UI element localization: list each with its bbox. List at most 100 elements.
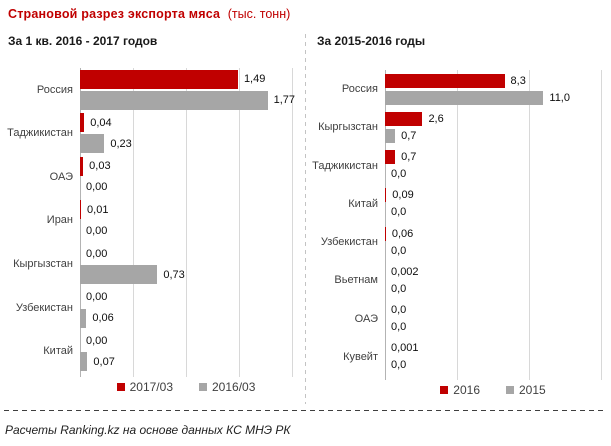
bar-line: 0,73 — [80, 265, 292, 285]
value-label: 0,00 — [86, 291, 108, 304]
bar-2016/03 — [80, 265, 158, 285]
bar-line: 0,00 — [80, 244, 292, 263]
value-label: 0,23 — [110, 137, 132, 150]
bar-line: 0,001 — [385, 341, 601, 355]
bar-group: 0,00 0,73 — [80, 244, 292, 285]
plot-area: Россия 1,49 1,77 Таджикистан 0,04 0,23 ОАЭ 0,03… — [0, 68, 296, 377]
footer-dashed-line — [4, 410, 607, 411]
bar-group: 0,7 0,0 — [385, 150, 601, 181]
bar-2015 — [385, 128, 396, 143]
panel-divider-dashed-line — [305, 34, 306, 404]
category-label: ОАЭ — [354, 312, 378, 325]
bar-2016/03 — [80, 308, 87, 328]
bar-2016 — [385, 150, 396, 165]
category-label: Таджикистан — [312, 159, 378, 172]
value-label: 0,0 — [391, 304, 407, 317]
category-row: Кыргызстан 0,00 0,73 — [0, 242, 292, 286]
bar-line: 0,0 — [385, 244, 601, 258]
category-row: ОАЭ 0,0 0,0 — [305, 300, 601, 338]
category-row: Иран 0,01 0,00 — [0, 199, 292, 243]
bar-group: 0,00 0,06 — [80, 288, 292, 328]
value-label: 0,73 — [163, 268, 185, 281]
bar-line: 0,03 — [80, 156, 292, 176]
bar-line: 2,6 — [385, 111, 601, 126]
bar-line: 0,002 — [385, 264, 601, 279]
gridline — [601, 70, 602, 380]
bar-line: 11,0 — [385, 90, 601, 105]
chart-subtitle-quarterly: За 1 кв. 2016 - 2017 годов — [8, 34, 158, 48]
gridline-layer — [385, 70, 602, 380]
gridline — [457, 70, 458, 380]
bar-group: 0,01 0,00 — [80, 200, 292, 240]
legend: 2016 2015 — [385, 383, 601, 397]
value-label: 0,07 — [93, 355, 115, 368]
category-row: Кыргызстан 2,6 0,7 — [305, 108, 601, 146]
category-label: Узбекистан — [15, 301, 73, 314]
value-label: 0,00 — [86, 334, 108, 347]
legend-swatch-2016/03 — [199, 383, 207, 391]
bar-line: 0,0 — [385, 167, 601, 181]
value-label: 0,0 — [391, 168, 407, 181]
bar-line: 0,09 — [385, 188, 601, 203]
value-label: 0,0 — [391, 206, 407, 219]
charts-container: За 1 кв. 2016 - 2017 годов Россия 1,49 1,7… — [0, 34, 611, 406]
bar-line: 0,23 — [80, 134, 292, 154]
value-label: 0,002 — [391, 265, 419, 278]
bar-group: 0,04 0,23 — [80, 113, 292, 154]
value-label: 0,00 — [86, 181, 108, 194]
category-row: Россия 8,3 11,0 — [305, 70, 601, 108]
bar-2016 — [385, 111, 423, 126]
bar-group: 0,03 0,00 — [80, 156, 292, 197]
gridline — [133, 68, 134, 377]
value-label: 0,06 — [391, 227, 414, 240]
category-label: Вьетнам — [334, 274, 378, 287]
legend-swatch-2015 — [506, 386, 514, 394]
value-label: 8,3 — [510, 74, 526, 87]
legend-label: 2016 — [453, 383, 480, 397]
category-label: Китай — [43, 345, 73, 358]
bar-2015 — [385, 90, 544, 105]
legend-label: 2016/03 — [212, 380, 256, 394]
category-row: Таджикистан 0,7 0,0 — [305, 147, 601, 185]
bar-group: 0,06 0,0 — [385, 226, 601, 258]
value-label: 1,77 — [273, 94, 296, 107]
bar-chart-yearly: Россия 8,3 11,0 Кыргызстан 2,6 0,7 Таджикистан… — [305, 70, 611, 397]
bar-line: 0,00 — [80, 178, 292, 197]
bar-2016 — [385, 188, 387, 203]
category-axis-line — [80, 68, 81, 377]
gridline — [239, 68, 240, 377]
bar-line: 0,00 — [80, 288, 292, 307]
bar-line: 0,06 — [80, 308, 292, 328]
value-label: 0,0 — [391, 244, 407, 257]
bar-2017/03 — [80, 69, 238, 89]
category-row: Таджикистан 0,04 0,23 — [0, 112, 292, 156]
bar-line: 0,04 — [80, 113, 292, 133]
source-note: Расчеты Ranking.kz на основе данных КС М… — [5, 423, 291, 437]
value-label: 0,0 — [391, 282, 407, 295]
value-label: 11,0 — [549, 91, 570, 104]
legend-item: 2016 — [440, 383, 480, 397]
value-label: 0,09 — [392, 189, 414, 202]
bar-line: 0,0 — [385, 282, 601, 296]
bar-line: 0,7 — [385, 128, 601, 143]
bar-2016 — [385, 73, 505, 88]
bar-group: 8,3 11,0 — [385, 73, 601, 105]
value-label: 0,0 — [391, 359, 407, 372]
bar-group: 0,0 0,0 — [385, 303, 601, 334]
value-label: 0,00 — [86, 247, 108, 260]
value-label: 0,001 — [391, 342, 419, 355]
category-label: Иран — [46, 214, 73, 227]
category-row: ОАЭ 0,03 0,00 — [0, 155, 292, 199]
category-row: Китай 0,00 0,07 — [0, 329, 292, 373]
gridline — [186, 68, 187, 377]
bar-2016 — [385, 226, 386, 241]
value-label: 1,49 — [243, 73, 266, 86]
legend-item: 2016/03 — [199, 380, 255, 394]
bar-line: 0,0 — [385, 358, 601, 372]
plot-area: Россия 8,3 11,0 Кыргызстан 2,6 0,7 Таджикистан… — [305, 70, 602, 380]
bar-line: 0,00 — [80, 221, 292, 240]
bar-line: 8,3 — [385, 73, 601, 88]
bar-line: 1,77 — [80, 90, 296, 110]
value-label: 0,06 — [92, 312, 114, 325]
category-row: Китай 0,09 0,0 — [305, 185, 601, 223]
